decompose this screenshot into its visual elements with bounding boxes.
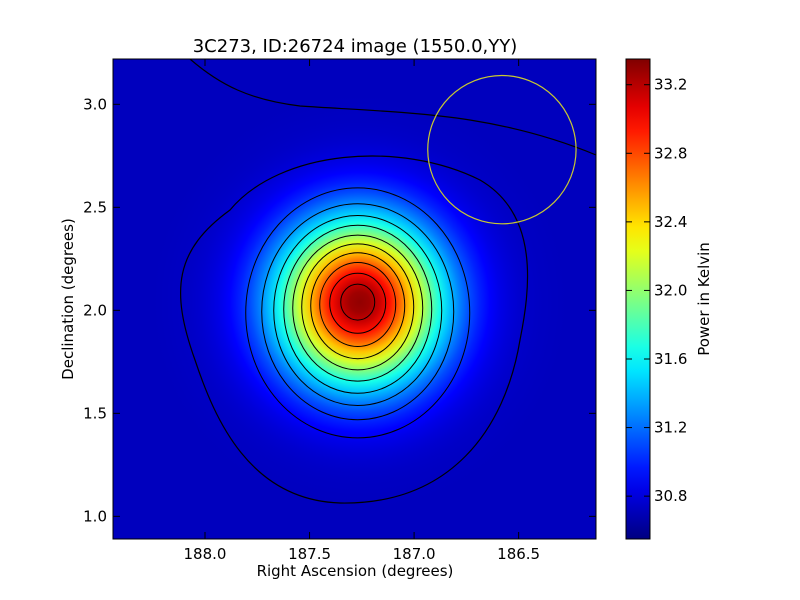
y-tick-label: 1.5	[83, 404, 107, 422]
x-tick-label: 187.5	[288, 545, 331, 563]
colorbar-tick-label: 31.6	[654, 350, 687, 368]
y-axis-label: Declination (degrees)	[59, 218, 77, 380]
contour-layer	[180, 59, 596, 504]
contour-line	[329, 272, 387, 334]
colorbar-tick-label: 30.8	[654, 487, 687, 505]
contour-line	[261, 203, 455, 421]
colorbar-ticks: 30.8 31.2 31.6 32.0 32.4 32.8 33.2	[626, 76, 687, 505]
colorbar-tick-label: 33.2	[654, 76, 687, 94]
plot-frame	[112, 58, 597, 540]
colorbar-frame	[625, 58, 651, 540]
contour-line	[301, 243, 415, 371]
heatmap-field	[113, 59, 596, 539]
contour-line	[245, 187, 471, 439]
y-tick-label: 2.0	[83, 301, 107, 319]
contour-line	[340, 283, 376, 321]
y-tick-label: 1.0	[83, 507, 107, 525]
colorbar-tick-label: 32.4	[654, 213, 687, 231]
colorbar-gradient	[626, 59, 650, 539]
x-axis-ticks: 188.0 187.5 187.0 186.5	[184, 59, 540, 563]
x-tick-label: 188.0	[184, 545, 227, 563]
x-tick-label: 187.0	[393, 545, 436, 563]
colorbar-tick-label: 32.8	[654, 144, 687, 162]
x-axis-label: Right Ascension (degrees)	[257, 562, 454, 580]
colorbar-tick-label: 31.2	[654, 419, 687, 437]
contour-line	[283, 224, 433, 394]
contour-line	[273, 214, 443, 406]
y-axis-ticks: 1.0 1.5 2.0 2.5 3.0	[83, 95, 596, 525]
contour-line	[310, 252, 406, 360]
colorbar-label: Power in Kelvin	[695, 242, 713, 356]
colorbar: 30.8 31.2 31.6 32.0 32.4 32.8 33.2	[625, 58, 687, 540]
x-tick-label: 186.5	[497, 545, 540, 563]
contour-line	[292, 234, 424, 382]
contour-line	[180, 155, 529, 504]
contour-line	[189, 59, 596, 156]
chart-title: 3C273, ID:26724 image (1550.0,YY)	[193, 36, 518, 57]
plot-area: 188.0 187.5 187.0 186.5 1.0 1.5 2.0 2.5 3.0	[83, 58, 597, 563]
beam-circle	[427, 74, 577, 225]
colorbar-tick-label: 32.0	[654, 281, 687, 299]
y-tick-label: 2.5	[83, 198, 107, 216]
contour-line	[319, 261, 397, 347]
y-tick-label: 3.0	[83, 95, 107, 113]
